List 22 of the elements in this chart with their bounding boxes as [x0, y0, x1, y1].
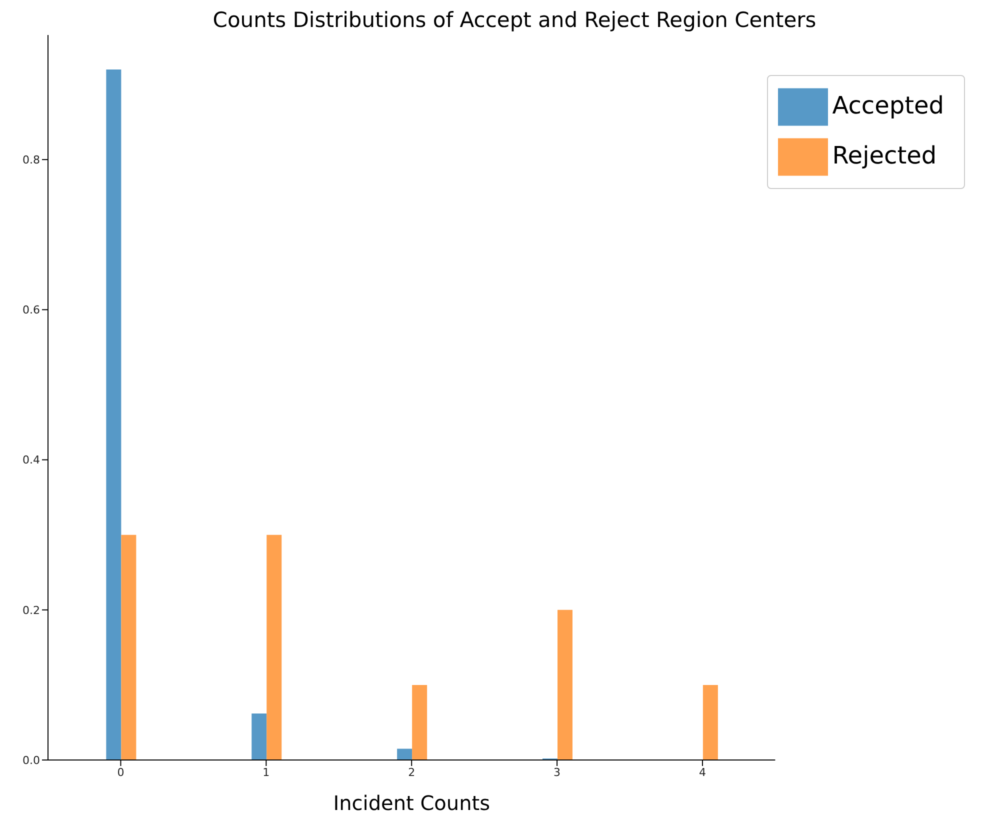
bar	[266, 534, 282, 760]
bar	[397, 748, 412, 760]
x-tick-label: 2	[408, 766, 416, 779]
bar	[558, 610, 572, 760]
x-tick-label: 4	[698, 766, 706, 779]
y-tick-label: 0.2	[22, 604, 40, 617]
bar	[121, 534, 136, 760]
x-tick-label: 3	[554, 766, 561, 779]
x-tick-label: 1	[262, 766, 270, 779]
y-tick-label: 0.0	[22, 754, 40, 767]
y-tick-label: 0.4	[22, 454, 40, 467]
bar	[106, 70, 122, 760]
legend-label: Accepted	[832, 92, 944, 120]
x-axis-title: Incident Counts	[333, 791, 490, 815]
legend-label: Rejected	[832, 142, 937, 170]
bar	[252, 713, 267, 760]
bar	[412, 684, 428, 760]
x-tick-label: 0	[117, 766, 124, 779]
y-tick-label: 0.6	[22, 304, 40, 317]
bar	[702, 684, 718, 760]
chart-title: Counts Distributions of Accept and Reject Region Centers	[212, 8, 818, 32]
y-tick-label: 0.8	[22, 153, 40, 166]
